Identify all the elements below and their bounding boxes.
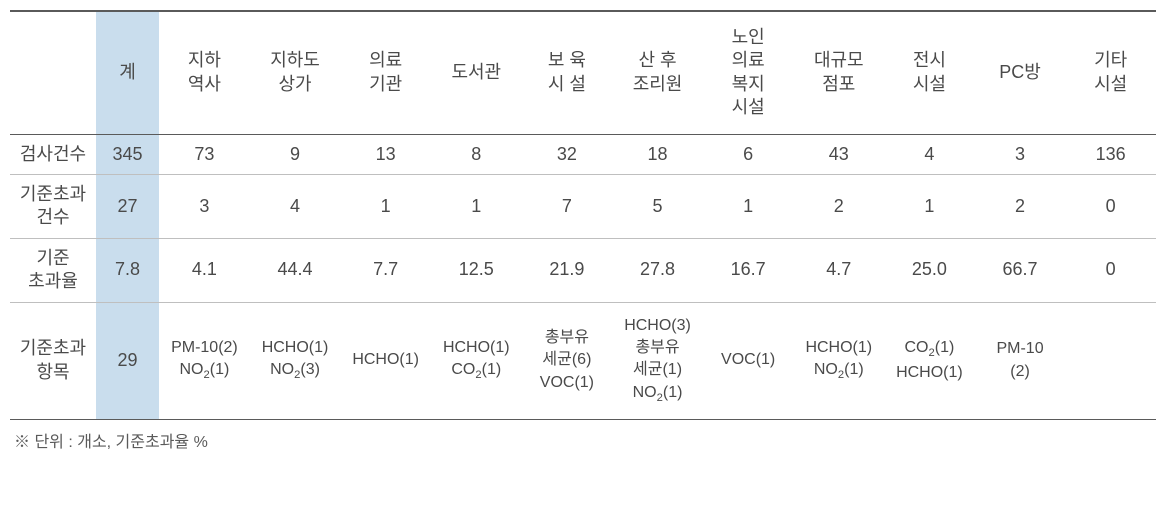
header-col-9: PC방 (975, 12, 1066, 134)
cell-items: HCHO(1)NO2(1) (793, 302, 884, 419)
cell: 18 (612, 134, 703, 174)
cell: 27.8 (612, 238, 703, 302)
cell-items: HCHO(1)NO2(3) (250, 302, 341, 419)
cell: 43 (793, 134, 884, 174)
data-table-container: 계 지하역사 지하도상가 의료기관 도서관 보 육시 설 산 후조리원 노인의료… (10, 10, 1156, 420)
cell-items: HCHO(1)CO2(1) (431, 302, 522, 419)
cell-items: PM-10(2)NO2(1) (159, 302, 250, 419)
row-total: 345 (96, 134, 159, 174)
header-col-5: 산 후조리원 (612, 12, 703, 134)
cell: 6 (703, 134, 794, 174)
header-total: 계 (96, 12, 159, 134)
cell: 4 (884, 134, 975, 174)
cell-items: HCHO(1) (340, 302, 431, 419)
row-total: 29 (96, 302, 159, 419)
cell: 32 (522, 134, 613, 174)
cell-items: PM-10(2) (975, 302, 1066, 419)
cell-items: HCHO(3)총부유세균(1)NO2(1) (612, 302, 703, 419)
data-table: 계 지하역사 지하도상가 의료기관 도서관 보 육시 설 산 후조리원 노인의료… (10, 12, 1156, 419)
cell: 12.5 (431, 238, 522, 302)
row-label: 검사건수 (10, 134, 96, 174)
cell: 136 (1065, 134, 1156, 174)
row-exceed-count: 기준초과건수 27 3 4 1 1 7 5 1 2 1 2 0 (10, 174, 1156, 238)
cell: 5 (612, 174, 703, 238)
cell-items (1065, 302, 1156, 419)
cell: 13 (340, 134, 431, 174)
cell: 7.7 (340, 238, 431, 302)
cell: 9 (250, 134, 341, 174)
table-header: 계 지하역사 지하도상가 의료기관 도서관 보 육시 설 산 후조리원 노인의료… (10, 12, 1156, 134)
header-col-1: 지하도상가 (250, 12, 341, 134)
header-col-3: 도서관 (431, 12, 522, 134)
row-total: 27 (96, 174, 159, 238)
cell: 7 (522, 174, 613, 238)
cell: 44.4 (250, 238, 341, 302)
header-col-7: 대규모점포 (793, 12, 884, 134)
header-col-0: 지하역사 (159, 12, 250, 134)
cell: 1 (431, 174, 522, 238)
row-label: 기준초과항목 (10, 302, 96, 419)
cell-items: CO2(1)HCHO(1) (884, 302, 975, 419)
cell: 4 (250, 174, 341, 238)
cell: 8 (431, 134, 522, 174)
cell: 16.7 (703, 238, 794, 302)
table-footnote: ※ 단위 : 개소, 기준초과율 % (10, 420, 1156, 452)
cell: 0 (1065, 174, 1156, 238)
cell-items: VOC(1) (703, 302, 794, 419)
cell: 25.0 (884, 238, 975, 302)
cell: 21.9 (522, 238, 613, 302)
header-col-8: 전시시설 (884, 12, 975, 134)
header-col-4: 보 육시 설 (522, 12, 613, 134)
cell: 2 (793, 174, 884, 238)
header-blank (10, 12, 96, 134)
cell: 2 (975, 174, 1066, 238)
cell-items: 총부유세균(6)VOC(1) (522, 302, 613, 419)
cell: 4.7 (793, 238, 884, 302)
table-body: 검사건수 345 73 9 13 8 32 18 6 43 4 3 136 기준… (10, 134, 1156, 418)
cell: 3 (975, 134, 1066, 174)
cell: 73 (159, 134, 250, 174)
cell: 1 (703, 174, 794, 238)
header-col-6: 노인의료복지시설 (703, 12, 794, 134)
header-col-10: 기타시설 (1065, 12, 1156, 134)
cell: 1 (340, 174, 431, 238)
header-col-2: 의료기관 (340, 12, 431, 134)
row-label: 기준초과건수 (10, 174, 96, 238)
cell: 66.7 (975, 238, 1066, 302)
header-row: 계 지하역사 지하도상가 의료기관 도서관 보 육시 설 산 후조리원 노인의료… (10, 12, 1156, 134)
row-exceed-rate: 기준초과율 7.8 4.1 44.4 7.7 12.5 21.9 27.8 16… (10, 238, 1156, 302)
cell: 1 (884, 174, 975, 238)
cell: 3 (159, 174, 250, 238)
row-exceed-items: 기준초과항목 29 PM-10(2)NO2(1) HCHO(1)NO2(3) H… (10, 302, 1156, 419)
row-inspections: 검사건수 345 73 9 13 8 32 18 6 43 4 3 136 (10, 134, 1156, 174)
cell: 0 (1065, 238, 1156, 302)
cell: 4.1 (159, 238, 250, 302)
row-label: 기준초과율 (10, 238, 96, 302)
row-total: 7.8 (96, 238, 159, 302)
